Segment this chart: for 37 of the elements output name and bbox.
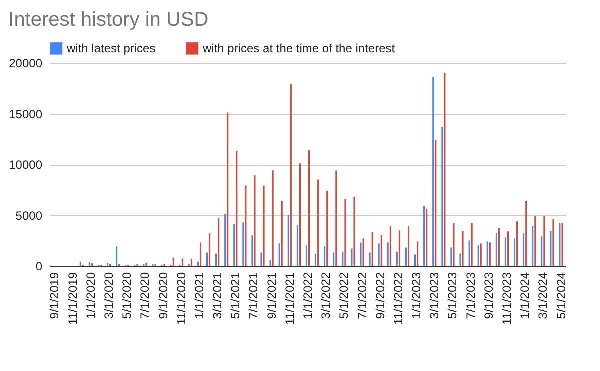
x-tick-label: 11/1/2022 [391,272,406,325]
x-tick-label: 9/1/2022 [373,272,388,320]
x-tick-label: 11/1/2021 [282,272,297,325]
x-tick-label: 1/1/2021 [192,272,206,320]
y-tick-label: 10000 [9,158,43,172]
x-tick-label: 1/1/2020 [84,272,98,320]
x-tick-label: 5/1/2022 [337,272,352,320]
x-tick-label: 3/1/2023 [428,272,442,320]
x-tick-label: 9/1/2020 [156,272,170,320]
x-tick-label: 7/1/2022 [355,272,370,320]
y-tick-label: 15000 [9,107,43,122]
x-tick-label: 5/1/2024 [554,272,568,320]
x-tick-label: 11/1/2023 [500,272,514,325]
y-tick-label: 0 [36,260,43,274]
x-tick-label: 3/1/2024 [536,272,550,320]
x-tick-label: 11/1/2019 [66,272,80,325]
x-tick-label: 5/1/2021 [228,272,243,320]
x-tick-label: 11/1/2020 [174,272,188,325]
x-tick-label: 5/1/2023 [446,272,460,320]
x-tick-label: 3/1/2021 [210,272,225,320]
legend-label: with latest prices [66,42,156,56]
chart-title: Interest history in USD [8,9,209,31]
legend-label: with prices at the time of the interest [202,42,396,56]
x-tick-label: 9/1/2023 [482,272,496,320]
x-tick-label: 5/1/2020 [120,272,134,320]
y-tick-label: 5000 [16,208,43,223]
x-tick-label: 1/1/2022 [301,272,315,320]
y-tick-label: 20000 [9,56,43,70]
x-tick-label: 1/1/2024 [518,272,532,320]
x-tick-label: 9/1/2021 [264,272,279,320]
x-tick-label: 9/1/2019 [48,272,62,320]
x-tick-label: 7/1/2020 [138,272,152,320]
x-tick-label: 1/1/2023 [410,272,424,320]
x-tick-label: 3/1/2022 [319,272,334,320]
x-tick-label: 7/1/2023 [464,272,478,320]
x-tick-label: 3/1/2020 [102,272,116,320]
x-tick-label: 7/1/2021 [246,272,261,320]
